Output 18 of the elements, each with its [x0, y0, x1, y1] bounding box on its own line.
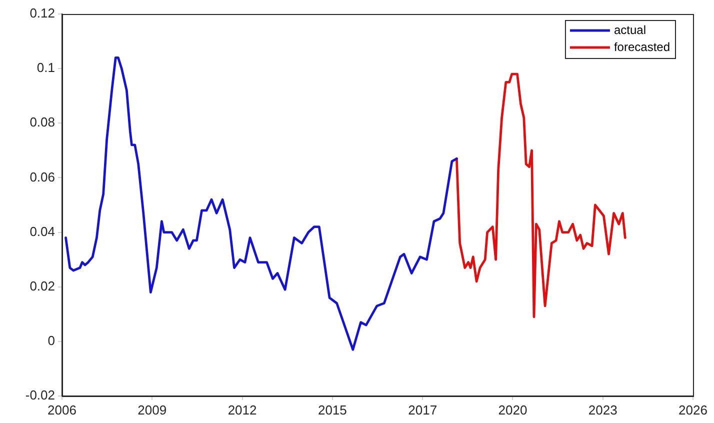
- y-tick-label: 0.1: [36, 60, 55, 76]
- x-tick-label: 2026: [678, 402, 708, 418]
- x-tick-label: 2012: [228, 402, 257, 418]
- x-tick-label: 2015: [318, 402, 347, 418]
- y-tick-label: 0.06: [30, 169, 55, 184]
- y-tick-label: 0.04: [30, 224, 55, 239]
- y-tick-label: 0.02: [30, 278, 55, 294]
- x-tick-label: 2023: [588, 402, 618, 418]
- x-tick-label: 2006: [48, 402, 76, 418]
- y-tick-label: 0.08: [30, 114, 55, 130]
- legend-label: actual: [614, 22, 646, 37]
- x-tick-label: 2009: [138, 402, 167, 418]
- x-tick-label: 2017: [408, 402, 438, 418]
- y-tick-label: 0: [48, 333, 55, 348]
- y-tick-label: 0.12: [30, 6, 55, 21]
- y-tick-label: -0.02: [25, 388, 55, 403]
- x-tick-label: 2020: [498, 402, 528, 418]
- legend-label: forecasted: [614, 40, 670, 54]
